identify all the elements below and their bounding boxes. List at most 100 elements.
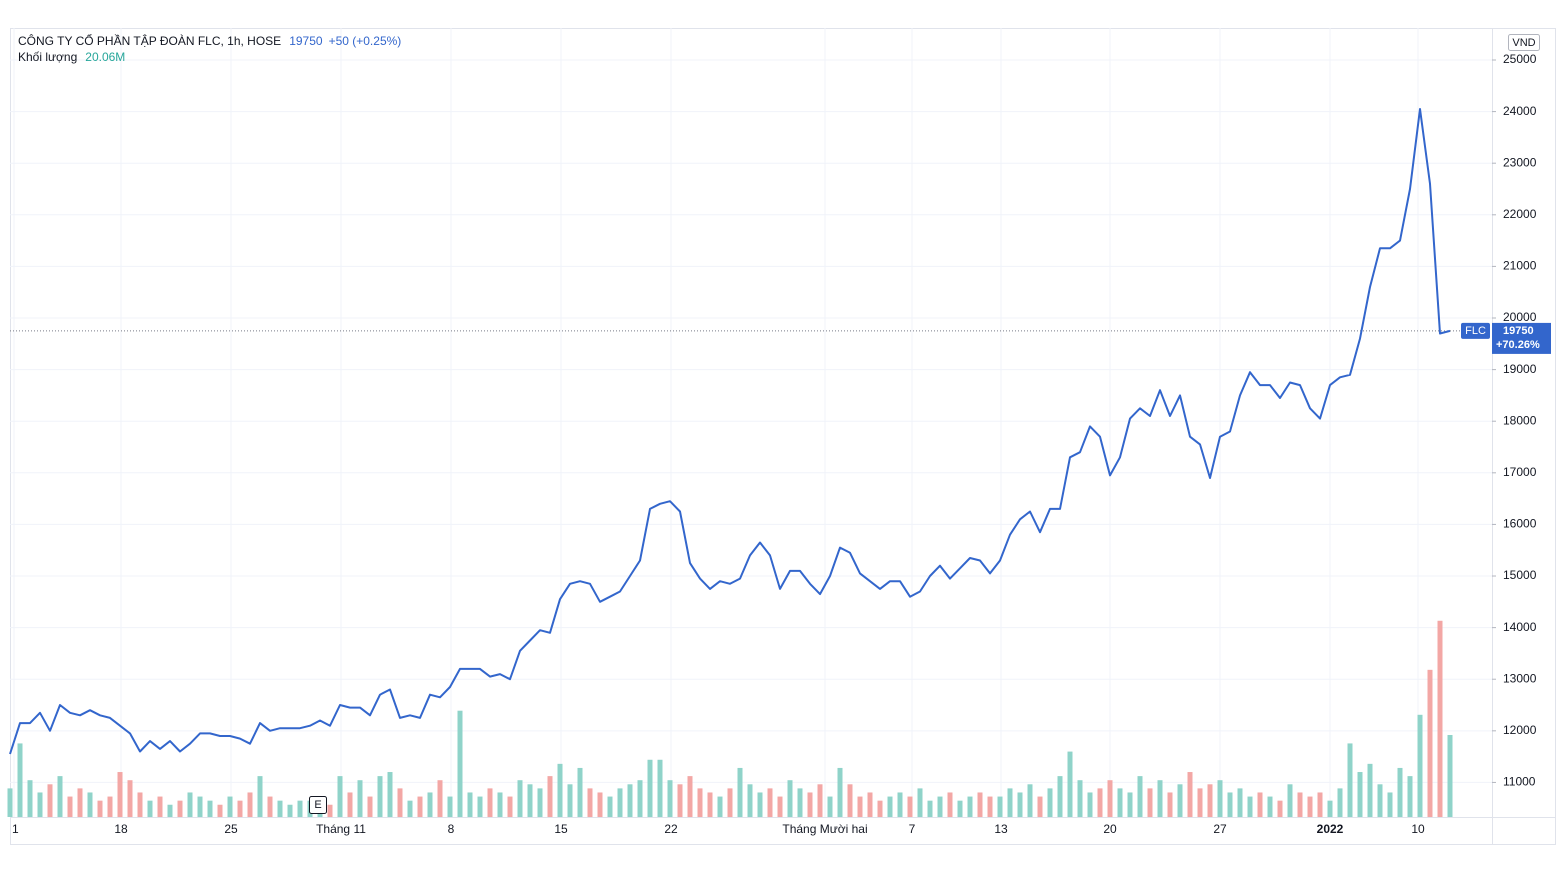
y-tick-label: 20000	[1503, 310, 1537, 324]
volume-bar	[1437, 620, 1443, 817]
volume-bar	[637, 780, 643, 817]
volume-bar	[237, 800, 243, 817]
volume-bar	[727, 788, 733, 817]
volume-bar	[1387, 792, 1393, 817]
volume-bar	[7, 788, 13, 817]
y-tick-label: 22000	[1503, 207, 1537, 221]
volume-bars	[7, 620, 1453, 817]
volume-bar	[1407, 776, 1413, 817]
volume-bar	[1277, 800, 1283, 817]
volume-bar	[1417, 714, 1423, 817]
volume-bar	[1237, 788, 1243, 817]
volume-bar	[357, 780, 363, 817]
volume-bar	[1037, 796, 1043, 817]
volume-bar	[127, 780, 133, 817]
volume-bar	[57, 776, 63, 817]
volume-bar	[647, 759, 653, 817]
volume-bar	[887, 796, 893, 817]
currency[interactable]: VND	[1512, 37, 1535, 49]
chart-title: CÔNG TY CỔ PHẦN TẬP ĐOÀN FLC, 1h, HOSE	[18, 33, 281, 48]
volume-bar	[1267, 796, 1273, 817]
volume-bar	[407, 800, 413, 817]
x-tick-label: 13	[994, 822, 1008, 836]
last-price: 19750	[289, 34, 323, 48]
y-tick-label: 15000	[1503, 568, 1537, 582]
volume-bar	[217, 804, 223, 817]
x-tick-label: 2022	[1317, 822, 1344, 836]
x-tick-label: 22	[664, 822, 678, 836]
volume-bar	[567, 784, 573, 817]
symbol-tag	[1461, 322, 1490, 339]
volume-bar	[1377, 784, 1383, 817]
y-tick-label: 18000	[1503, 413, 1537, 427]
volume-bar	[617, 788, 623, 817]
volume-bar	[87, 792, 93, 817]
y-tick-label: 19000	[1503, 362, 1537, 376]
volume-bar	[327, 804, 333, 817]
volume-bar	[1077, 780, 1083, 817]
volume-bar	[967, 796, 973, 817]
volume-bar	[1067, 751, 1073, 817]
volume-bar	[1007, 788, 1013, 817]
volume-bar	[397, 788, 403, 817]
volume-bar	[1027, 784, 1033, 817]
volume-bar	[1217, 780, 1223, 817]
grid	[10, 28, 1492, 817]
volume-bar	[577, 767, 583, 817]
volume-bar	[977, 792, 983, 817]
volume-bar	[1127, 792, 1133, 817]
volume-bar	[177, 800, 183, 817]
volume-bar	[847, 784, 853, 817]
price-change: +50 (+0.25%)	[329, 34, 402, 48]
volume-bar	[927, 800, 933, 817]
volume-bar	[537, 788, 543, 817]
volume-bar	[797, 788, 803, 817]
volume-bar	[1117, 788, 1123, 817]
y-tick-label: 24000	[1503, 104, 1537, 118]
volume-bar	[807, 792, 813, 817]
volume-bar	[157, 796, 163, 817]
volume-bar	[197, 796, 203, 817]
price-tag-change: +70.26%	[1496, 339, 1540, 351]
volume-bar	[867, 792, 873, 817]
x-tick-label: Tháng 11	[316, 822, 366, 836]
y-tick-label: 23000	[1503, 155, 1537, 169]
volume-bar	[717, 796, 723, 817]
volume-bar	[767, 788, 773, 817]
volume-value: 20.06M	[85, 50, 125, 64]
volume-bar	[17, 743, 23, 817]
volume-bar	[1357, 772, 1363, 817]
volume-bar	[667, 780, 673, 817]
volume-bar	[1167, 792, 1173, 817]
volume-bar	[447, 796, 453, 817]
volume-bar	[297, 800, 303, 817]
volume-bar	[277, 800, 283, 817]
volume-bar	[1257, 792, 1263, 817]
volume-bar	[77, 788, 83, 817]
volume-bar	[787, 780, 793, 817]
volume-bar	[497, 792, 503, 817]
volume-bar	[347, 792, 353, 817]
volume-bar	[597, 792, 603, 817]
volume-bar	[1137, 776, 1143, 817]
event-marker-box	[309, 796, 327, 814]
volume-bar	[1147, 788, 1153, 817]
currency-box[interactable]	[1508, 34, 1540, 51]
volume-bar	[917, 788, 923, 817]
y-tick-label: 17000	[1503, 465, 1537, 479]
volume-bar	[587, 788, 593, 817]
volume-bar	[687, 776, 693, 817]
x-tick-label: 20	[1103, 822, 1117, 836]
volume-bar	[947, 792, 953, 817]
volume-bar	[897, 792, 903, 817]
volume-bar	[1367, 763, 1373, 817]
volume-bar	[1327, 800, 1333, 817]
y-tick-label: 21000	[1503, 259, 1537, 273]
volume-bar	[137, 792, 143, 817]
volume-bar	[1107, 780, 1113, 817]
volume-bar	[267, 796, 273, 817]
volume-bar	[437, 780, 443, 817]
x-tick-label: 18	[114, 822, 128, 836]
